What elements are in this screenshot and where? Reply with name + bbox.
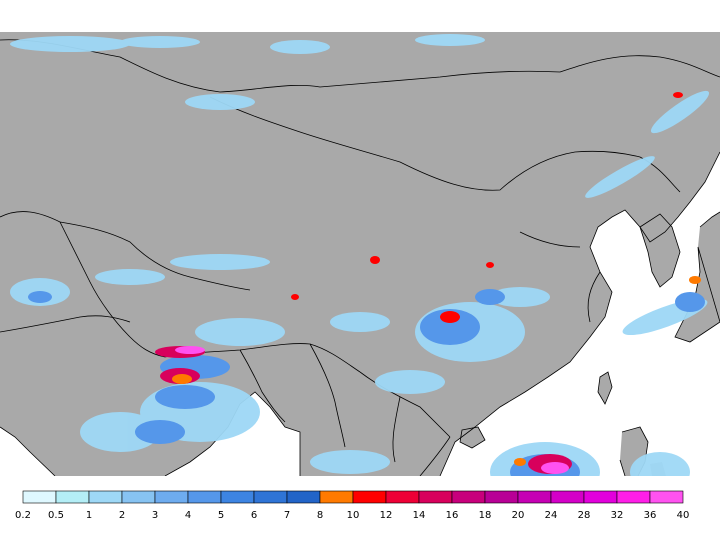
japan-island xyxy=(675,212,720,342)
legend-swatch xyxy=(220,490,255,504)
legend-swatch xyxy=(517,490,552,504)
legend-label: 3 xyxy=(152,510,158,521)
legend-label: 1 xyxy=(86,510,92,521)
legend-label: 28 xyxy=(578,510,591,521)
legend-label: 10 xyxy=(347,510,360,521)
legend-swatch xyxy=(352,490,387,504)
country-borders xyxy=(0,39,720,476)
legend-label: 12 xyxy=(380,510,393,521)
legend-label: 8 xyxy=(317,510,323,521)
taiwan-island xyxy=(598,372,612,404)
legend-label: 32 xyxy=(611,510,624,521)
legend-label: 24 xyxy=(545,510,558,521)
legend-swatch xyxy=(121,490,156,504)
legend-swatch xyxy=(484,490,519,504)
legend-swatch xyxy=(451,490,486,504)
hainan-island xyxy=(460,427,485,448)
legend-swatch xyxy=(88,490,123,504)
legend-swatch xyxy=(187,490,222,504)
legend-label: 18 xyxy=(479,510,492,521)
legend-swatch xyxy=(286,490,321,504)
legend-label: 7 xyxy=(284,510,290,521)
legend-swatch xyxy=(253,490,288,504)
legend-label: 40 xyxy=(677,510,690,521)
legend-swatch xyxy=(319,490,354,504)
legend-labels: 0.2 0.5 1 2 3 4 5 6 7 8 10 12 14 16 18 20 24 28 32 36 40 xyxy=(15,510,689,521)
legend-swatch xyxy=(154,490,189,504)
legend-swatches xyxy=(22,490,684,504)
precipitation-map xyxy=(0,32,720,476)
legend-swatch xyxy=(55,490,90,504)
legend-label: 20 xyxy=(512,510,525,521)
legend-label: 5 xyxy=(218,510,224,521)
korea-peninsula xyxy=(640,214,680,287)
color-scale-legend: 0.2 0.5 1 2 3 4 5 6 7 8 10 12 14 16 18 20 24 28 32 36 40 xyxy=(15,490,689,521)
legend-label: 6 xyxy=(251,510,257,521)
precip-heavy xyxy=(155,92,701,474)
legend-swatch xyxy=(583,490,618,504)
legend-swatch xyxy=(418,490,453,504)
legend-swatch xyxy=(649,490,684,504)
legend-label: 0.5 xyxy=(48,510,64,521)
legend-label: 2 xyxy=(119,510,125,521)
sri-lanka xyxy=(116,460,130,476)
legend-swatch xyxy=(616,490,651,504)
legend-label: 4 xyxy=(185,510,191,521)
legend-label: 36 xyxy=(644,510,657,521)
legend-label: 16 xyxy=(446,510,459,521)
legend-swatch xyxy=(385,490,420,504)
legend-swatch xyxy=(22,490,57,504)
legend-label: 14 xyxy=(413,510,426,521)
legend-swatch xyxy=(550,490,585,504)
legend-label: 0.2 xyxy=(15,510,31,521)
